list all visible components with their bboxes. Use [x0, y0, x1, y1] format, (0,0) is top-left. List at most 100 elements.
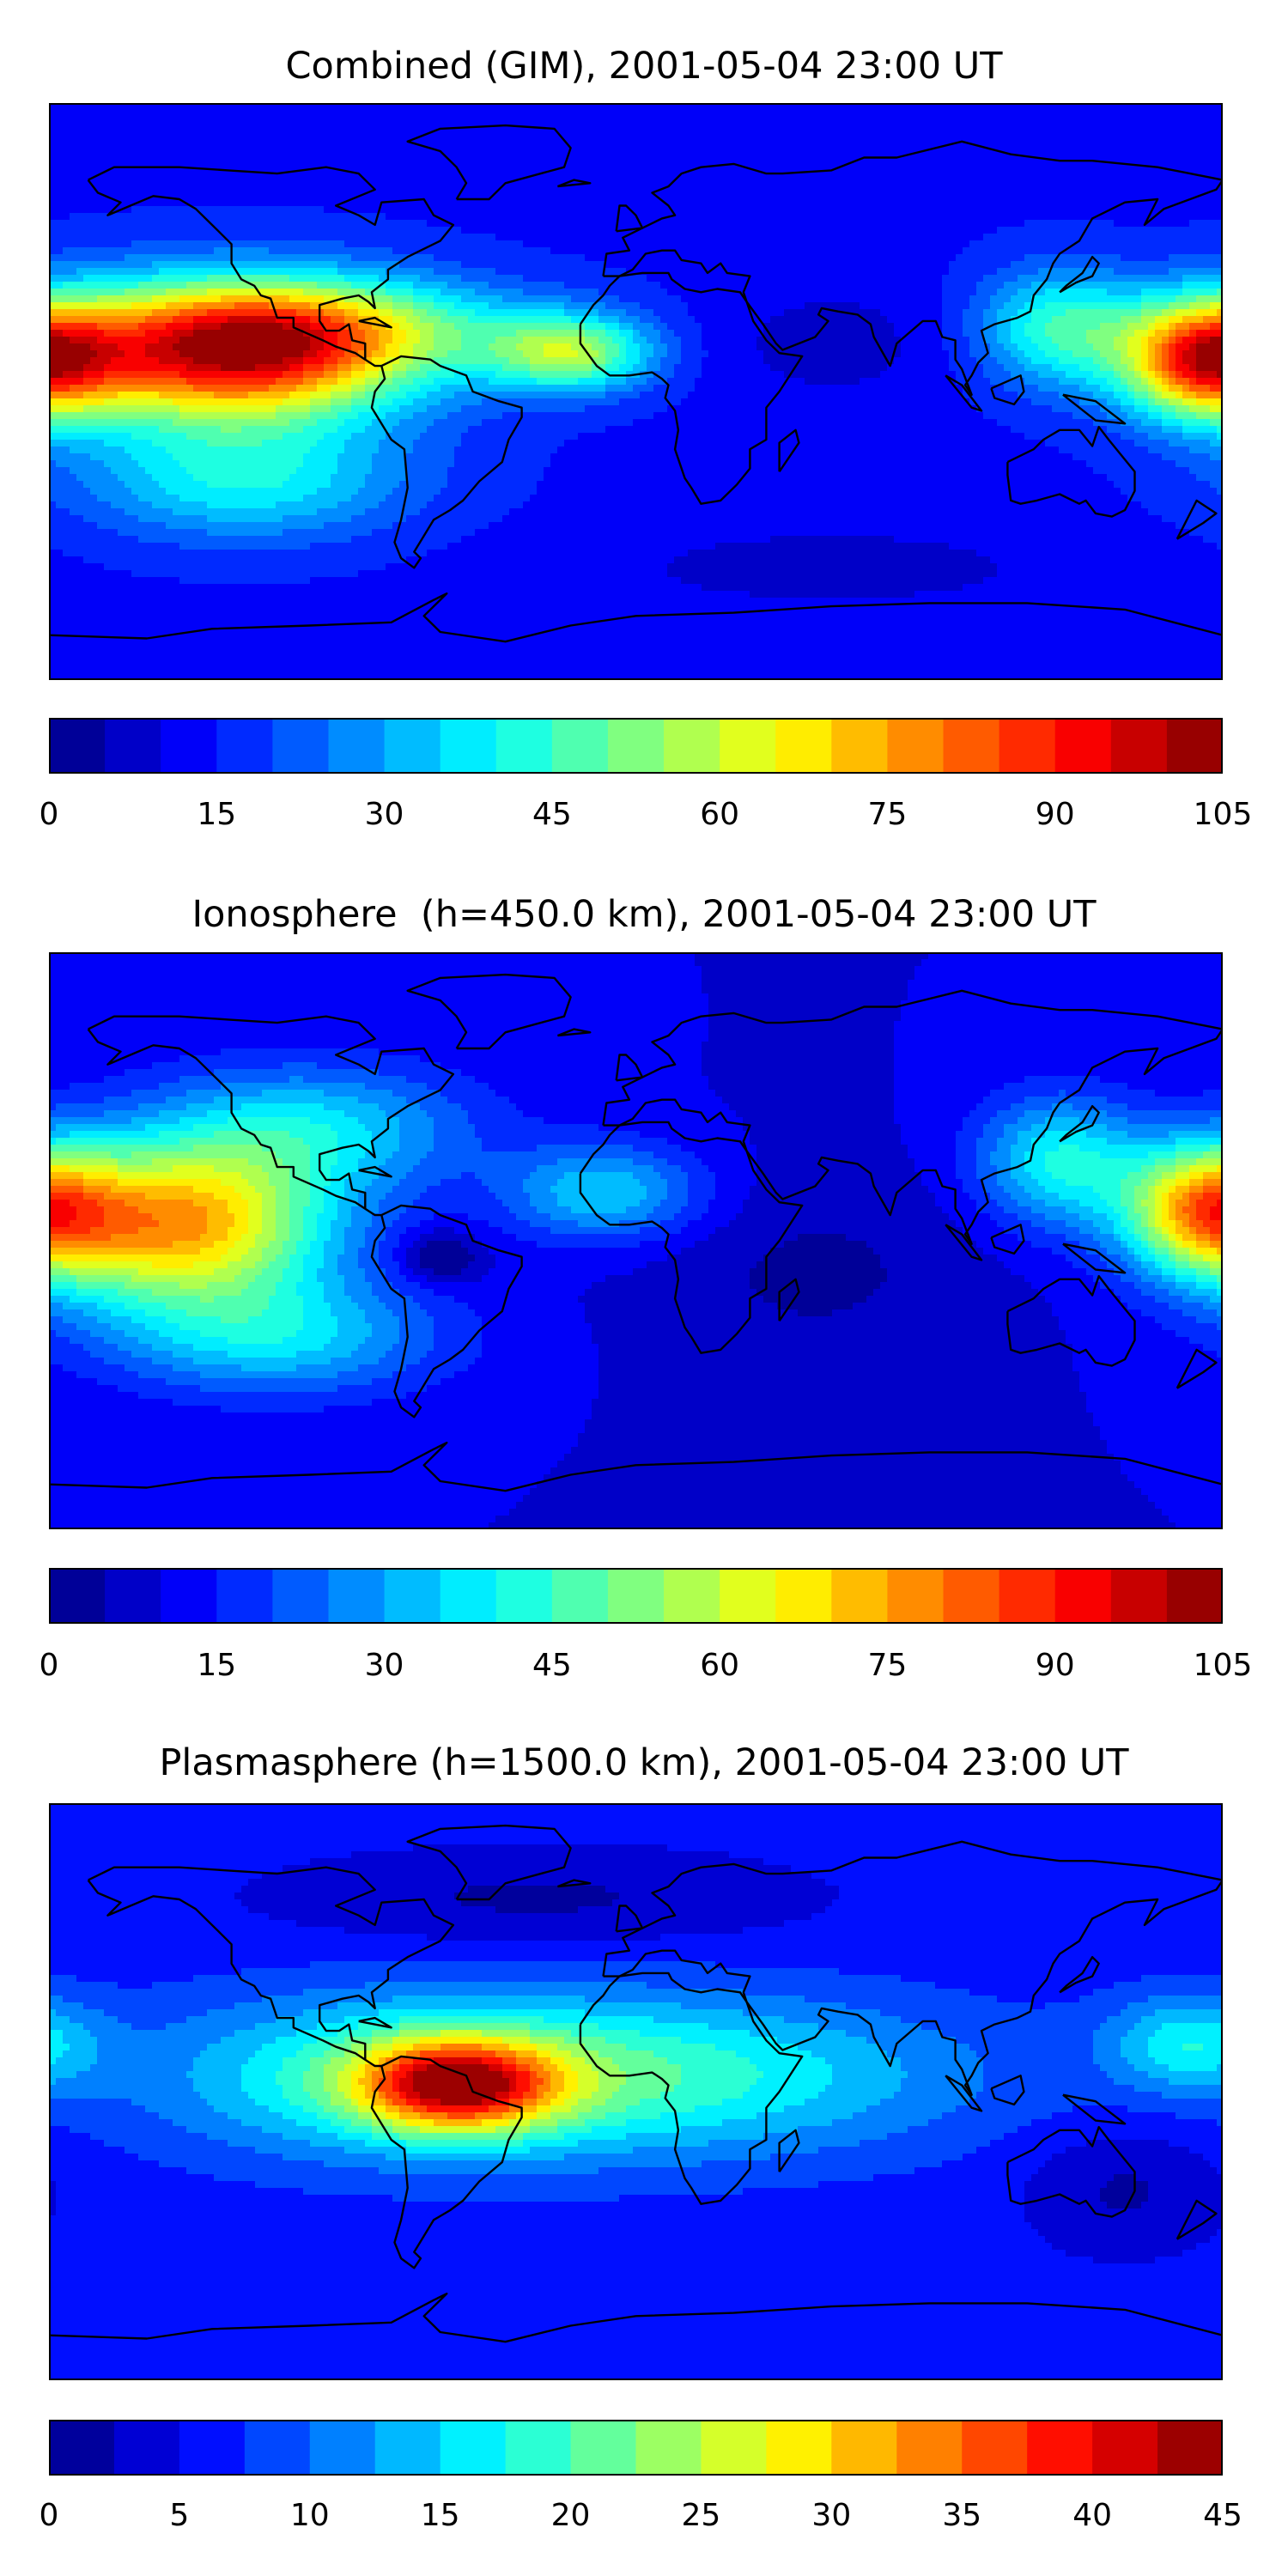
field-cell [447, 165, 455, 173]
field-cell [935, 282, 943, 289]
field-cell [770, 192, 778, 200]
field-cell [647, 192, 654, 200]
field-cell [523, 240, 531, 248]
field-cell [921, 151, 929, 159]
field-cell [214, 247, 222, 255]
field-cell [324, 247, 331, 255]
field-cell [358, 234, 366, 241]
field-cell [193, 275, 201, 283]
field-cell [715, 179, 723, 186]
field-cell [516, 268, 524, 276]
field-cell [337, 240, 345, 248]
field-cell [234, 199, 242, 207]
field-cell [186, 289, 194, 296]
field-cell [756, 275, 764, 283]
field-cell [49, 199, 57, 207]
field-cell [118, 227, 125, 234]
field-cell [1162, 261, 1170, 269]
field-cell [887, 247, 895, 255]
field-cell [969, 144, 977, 152]
field-cell [1018, 199, 1025, 207]
field-cell [406, 213, 414, 221]
field-cell [1162, 179, 1170, 186]
field-cell [1066, 227, 1073, 234]
field-cell [571, 103, 579, 111]
field-cell [111, 165, 118, 173]
field-cell [1169, 192, 1176, 200]
field-cell [523, 261, 531, 269]
field-cell [83, 247, 91, 255]
field-cell [523, 158, 531, 166]
field-cell [379, 172, 386, 179]
field-cell [296, 295, 304, 303]
field-cell [434, 117, 441, 125]
field-cell [976, 151, 984, 159]
field-cell [1169, 227, 1176, 234]
field-cell [653, 137, 661, 145]
field-cell [949, 172, 957, 179]
field-cell [846, 165, 854, 173]
field-cell [186, 192, 194, 200]
field-cell [1045, 206, 1053, 214]
field-cell [626, 172, 634, 179]
field-cell [406, 131, 414, 138]
field-cell [255, 192, 263, 200]
field-cell [434, 103, 441, 111]
field-cell [969, 110, 977, 118]
field-cell [578, 268, 586, 276]
field-cell [750, 227, 757, 234]
field-cell [200, 137, 208, 145]
field-cell [1066, 151, 1073, 159]
field-cell [447, 103, 455, 111]
field-cell [756, 295, 764, 303]
field-cell [234, 185, 242, 193]
field-cell [825, 254, 833, 262]
field-cell [976, 185, 984, 193]
field-cell [633, 268, 641, 276]
field-cell [427, 227, 434, 234]
field-cell [688, 227, 696, 234]
field-cell [509, 192, 517, 200]
field-cell [296, 213, 304, 221]
field-cell [557, 158, 565, 166]
field-cell [1059, 295, 1066, 303]
field-cell [818, 206, 826, 214]
field-cell [331, 240, 338, 248]
field-cell [324, 124, 331, 131]
field-cell [324, 199, 331, 207]
field-cell [832, 137, 840, 145]
field-cell [214, 268, 222, 276]
field-cell [186, 268, 194, 276]
field-cell [660, 268, 668, 276]
field-cell [564, 206, 572, 214]
field-cell [777, 289, 785, 296]
field-cell [97, 124, 105, 131]
field-cell [406, 158, 414, 166]
field-cell [489, 282, 496, 289]
field-cell [997, 179, 1005, 186]
field-cell [544, 151, 551, 159]
field-cell [214, 103, 222, 111]
field-cell [914, 103, 922, 111]
field-cell [873, 144, 881, 152]
field-cell [688, 185, 696, 193]
field-cell [70, 234, 77, 241]
field-cell [468, 227, 476, 234]
field-cell [537, 275, 544, 283]
field-cell [344, 275, 352, 283]
field-cell [592, 295, 599, 303]
field-cell [1052, 165, 1060, 173]
field-cell [750, 151, 757, 159]
field-cell [1169, 158, 1176, 166]
field-cell [289, 206, 297, 214]
field-cell [1169, 131, 1176, 138]
field-cell [186, 206, 194, 214]
field-cell [509, 295, 517, 303]
field-cell [186, 103, 194, 111]
field-cell [729, 192, 737, 200]
field-cell [63, 110, 70, 118]
field-cell [598, 172, 606, 179]
field-cell [482, 110, 489, 118]
field-cell [509, 158, 517, 166]
field-cell [1127, 137, 1135, 145]
